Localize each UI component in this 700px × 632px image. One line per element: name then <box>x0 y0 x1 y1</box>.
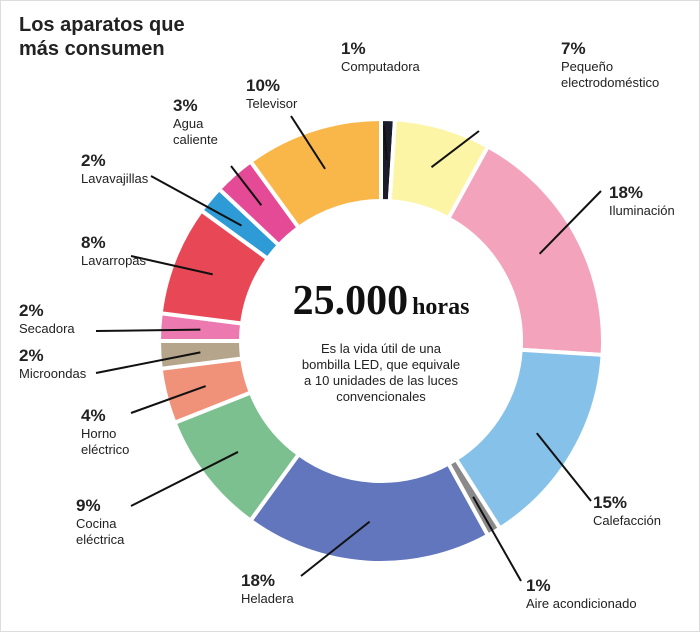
leader-line <box>430 130 480 168</box>
value-label: 7% <box>561 39 586 58</box>
slice-label: 15% Calefacción <box>593 493 693 529</box>
value-label: 1% <box>526 576 551 595</box>
donut-slice <box>247 116 383 231</box>
value-label: 4% <box>81 406 106 425</box>
leader-line <box>230 165 263 206</box>
category-label: Televisor <box>246 96 298 111</box>
center-value: 25.000 horas <box>271 277 491 325</box>
center-text: Es la vida útil de una bombilla LED, que… <box>301 341 461 404</box>
slice-label: 2% Secadora <box>19 301 119 337</box>
category-label: Cocina eléctrica <box>76 516 125 547</box>
value-label: 10% <box>246 76 281 95</box>
category-label: Pequeño electrodoméstico <box>561 59 660 90</box>
slice-label: 1% Computadora <box>341 39 451 75</box>
slice-label: 9% Cocina eléctrica <box>76 496 156 548</box>
slice-label: 18% Iluminación <box>609 183 699 219</box>
category-label: Computadora <box>341 59 420 74</box>
value-label: 15% <box>593 493 628 512</box>
leader-line <box>472 496 522 582</box>
slice-label: 3% Agua caliente <box>173 96 233 148</box>
value-label: 1% <box>341 39 366 58</box>
category-label: Calefacción <box>593 513 661 528</box>
slice-label: 2% Lavavajillas <box>81 151 181 187</box>
value-label: 2% <box>81 151 106 170</box>
chart-title: Los aparatos que más consumen <box>19 14 185 60</box>
leader-line <box>538 190 602 255</box>
value-label: 2% <box>19 346 44 365</box>
value-label: 8% <box>81 233 106 252</box>
category-label: Aire acondicionado <box>526 596 637 611</box>
center-unit: horas <box>412 294 470 320</box>
category-label: Heladera <box>241 591 294 606</box>
leader-line <box>130 451 239 507</box>
leader-line <box>290 115 326 170</box>
value-label: 18% <box>609 183 644 202</box>
category-label: Agua caliente <box>173 116 218 147</box>
category-label: Horno eléctrico <box>81 426 130 457</box>
category-label: Lavavajillas <box>81 171 149 186</box>
slice-label: 1% Aire acondicionado <box>526 576 696 612</box>
value-label: 2% <box>19 301 44 320</box>
slice-label: 7% Pequeño electrodoméstico <box>561 39 691 91</box>
value-label: 9% <box>76 496 101 515</box>
leader-line <box>536 432 592 502</box>
leader-line <box>383 125 388 161</box>
center-number: 25.000 <box>292 278 409 324</box>
slice-label: 2% Microondas <box>19 346 119 382</box>
category-label: Lavarropas <box>81 253 147 268</box>
slice-label: 18% Heladera <box>241 571 341 607</box>
slice-label: 10% Televisor <box>246 76 326 112</box>
category-label: Secadora <box>19 321 75 336</box>
category-label: Microondas <box>19 366 87 381</box>
leader-line <box>95 328 201 332</box>
leader-line <box>95 351 201 374</box>
leader-line <box>130 385 207 414</box>
leader-line <box>300 520 371 577</box>
leader-line <box>130 255 213 276</box>
value-label: 3% <box>173 96 198 115</box>
slice-label: 8% Lavarropas <box>81 233 181 269</box>
category-label: Iluminación <box>609 203 675 218</box>
value-label: 18% <box>241 571 276 590</box>
slice-label: 4% Horno eléctrico <box>81 406 151 458</box>
leader-line <box>150 175 243 227</box>
